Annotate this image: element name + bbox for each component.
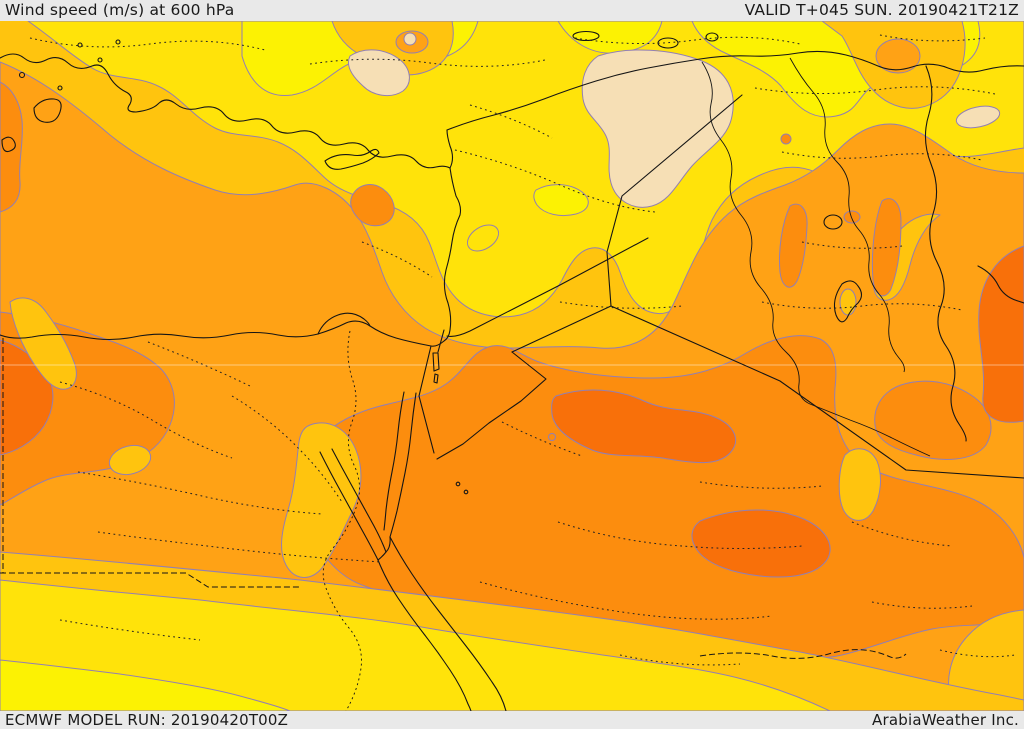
provider-label: ArabiaWeather Inc. (872, 710, 1019, 729)
valid-time-label: VALID T+045 SUN. 20190421T21Z (744, 0, 1019, 19)
dashed-border-lines (0, 338, 907, 659)
map-title: Wind speed (m/s) at 600 hPa (5, 0, 235, 19)
wind-contour-fills (0, 21, 1024, 711)
river-lines (322, 57, 931, 711)
coastline-border-lines (0, 30, 1024, 711)
dotted-contour-lines (29, 34, 1016, 666)
footer-bar: ECMWF MODEL RUN: 20190420T00Z ArabiaWeat… (0, 711, 1024, 729)
model-run-label: ECMWF MODEL RUN: 20190420T00Z (5, 710, 289, 729)
header-bar: Wind speed (m/s) at 600 hPa VALID T+045 … (0, 0, 1024, 21)
